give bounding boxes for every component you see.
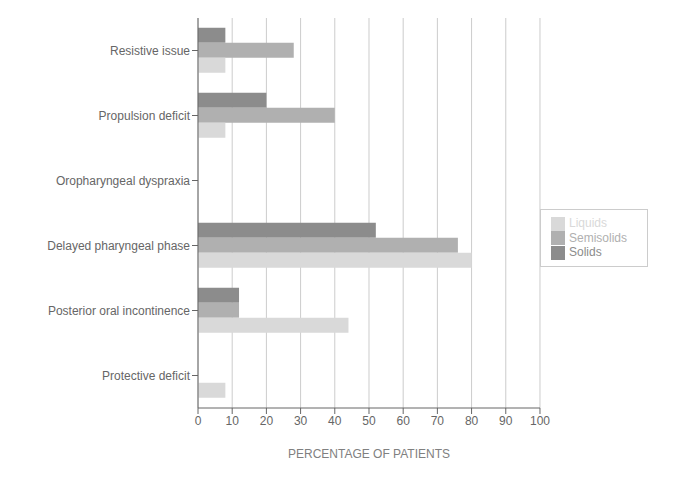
svg-text:Propulsion deficit: Propulsion deficit (99, 109, 191, 123)
svg-text:90: 90 (499, 414, 513, 428)
svg-text:20: 20 (260, 414, 274, 428)
svg-text:10: 10 (226, 414, 240, 428)
html-text:Solids: Solids (569, 245, 602, 260)
svg-text:Delayed pharyngeal phase: Delayed pharyngeal phase (47, 239, 190, 253)
html-text:Semisolids: Semisolids (569, 230, 627, 245)
svg-text:30: 30 (294, 414, 308, 428)
svg-text:Oropharyngeal dyspraxia: Oropharyngeal dyspraxia (56, 174, 190, 188)
svg-text:70: 70 (431, 414, 445, 428)
svg-text:0: 0 (195, 414, 202, 428)
svg-text:Posterior oral incontinence: Posterior oral incontinence (48, 304, 190, 318)
svg-text:80: 80 (465, 414, 479, 428)
svg-text:Protective deficit: Protective deficit (102, 369, 191, 383)
svg-text:100: 100 (530, 414, 550, 428)
html-text:Liquids: Liquids (569, 215, 607, 230)
svg-text:Resistive issue: Resistive issue (110, 44, 190, 58)
svg-text:PERCENTAGE OF PATIENTS: PERCENTAGE OF PATIENTS (288, 447, 450, 461)
svg-text:60: 60 (397, 414, 411, 428)
svg-text:40: 40 (328, 414, 342, 428)
svg-text:50: 50 (362, 414, 376, 428)
